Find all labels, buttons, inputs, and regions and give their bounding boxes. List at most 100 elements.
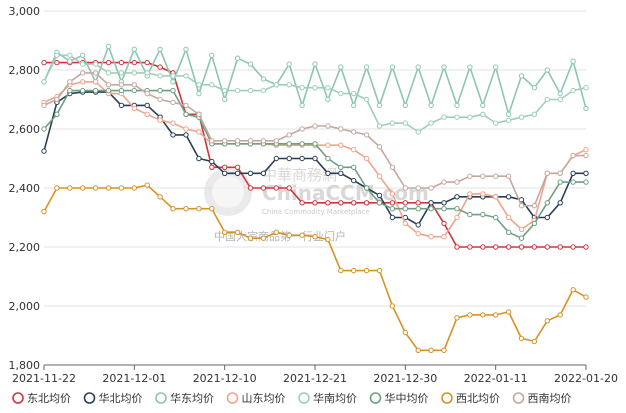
- data-point: [247, 185, 254, 191]
- legend-item[interactable]: 华中均价: [369, 391, 429, 405]
- data-point: [480, 312, 486, 318]
- data-point: [583, 179, 589, 185]
- legend-item[interactable]: 华东均价: [155, 391, 214, 405]
- data-point: [467, 211, 473, 218]
- x-tick-label: 2021-12-30: [373, 372, 437, 385]
- data-point: [338, 200, 344, 206]
- data-point: [54, 96, 60, 103]
- data-point: [557, 90, 563, 97]
- data-point: [363, 185, 370, 191]
- y-tick-label: 2,200: [9, 241, 41, 254]
- data-point: [583, 152, 589, 159]
- data-point: [260, 87, 267, 94]
- data-point: [41, 102, 47, 109]
- legend-item[interactable]: 华北均价: [83, 391, 143, 405]
- data-point: [467, 114, 473, 120]
- data-point: [402, 185, 408, 191]
- data-point: [544, 318, 550, 324]
- legend-label: 西南均价: [528, 392, 572, 405]
- legend-label: 华北均价: [99, 391, 143, 405]
- data-point: [518, 226, 525, 233]
- legend-item[interactable]: 东北均价: [12, 392, 71, 405]
- data-point: [312, 141, 318, 147]
- data-point: [209, 164, 215, 171]
- data-point: [531, 338, 538, 345]
- data-point: [467, 191, 473, 197]
- legend-item[interactable]: 西南均价: [512, 392, 572, 405]
- data-point: [196, 155, 202, 162]
- data-point: [196, 206, 202, 212]
- data-point: [312, 61, 318, 67]
- data-point: [505, 117, 512, 123]
- data-point: [402, 206, 408, 212]
- data-point: [428, 102, 434, 109]
- legend-label: 西北均价: [456, 392, 500, 405]
- data-point: [105, 59, 112, 66]
- data-point: [118, 102, 125, 109]
- data-point: [570, 287, 576, 293]
- data-point: [222, 138, 228, 144]
- data-point: [209, 138, 215, 144]
- data-point: [351, 200, 357, 206]
- data-point: [441, 179, 447, 185]
- data-point: [570, 58, 576, 64]
- series-7: [41, 70, 589, 209]
- data-point: [325, 123, 331, 129]
- data-point: [80, 185, 86, 191]
- data-point: [376, 267, 383, 274]
- data-point: [222, 170, 228, 177]
- data-point: [260, 138, 267, 144]
- data-point: [299, 102, 305, 109]
- data-point: [299, 155, 305, 162]
- legend-label: 东北均价: [27, 392, 71, 405]
- data-point: [467, 64, 473, 70]
- legend-item[interactable]: 西北均价: [441, 392, 500, 405]
- data-point: [183, 73, 189, 79]
- data-point: [105, 70, 112, 76]
- data-point: [80, 79, 86, 85]
- data-point: [338, 90, 344, 97]
- data-point: [493, 120, 499, 126]
- data-point: [557, 312, 563, 318]
- data-point: [196, 90, 202, 97]
- data-point: [531, 111, 538, 118]
- data-point: [286, 132, 292, 138]
- data-point: [557, 96, 563, 103]
- data-point: [222, 96, 228, 103]
- legend-item[interactable]: 华南均价: [298, 391, 357, 405]
- data-point: [80, 87, 86, 94]
- data-point: [131, 87, 138, 94]
- watermark-sub: China Commodity Marketplace: [262, 208, 370, 216]
- data-point: [209, 206, 215, 212]
- data-point: [325, 200, 331, 206]
- legend-item[interactable]: 山东均价: [226, 392, 286, 405]
- data-point: [441, 220, 447, 227]
- data-point: [209, 52, 215, 58]
- data-point: [183, 206, 189, 212]
- data-point: [92, 87, 99, 94]
- series-line: [43, 45, 587, 116]
- data-point: [518, 235, 525, 241]
- data-point: [376, 192, 383, 199]
- data-point: [286, 141, 292, 147]
- data-point: [260, 76, 267, 82]
- data-point: [247, 61, 254, 67]
- data-point: [157, 96, 163, 103]
- data-point: [234, 138, 241, 144]
- data-point: [92, 61, 99, 67]
- x-tick-label: 2022-01-11: [464, 372, 528, 385]
- data-point: [441, 234, 447, 240]
- data-point: [467, 173, 473, 179]
- data-point: [67, 58, 73, 64]
- data-point: [583, 170, 589, 177]
- data-point: [286, 185, 292, 191]
- data-point: [222, 229, 228, 236]
- data-point: [480, 211, 486, 218]
- data-point: [312, 123, 318, 129]
- data-point: [80, 70, 86, 76]
- data-point: [351, 267, 357, 274]
- data-point: [376, 123, 383, 129]
- y-tick-label: 3,000: [9, 5, 41, 18]
- data-point: [544, 244, 550, 250]
- x-tick-label: 2022-01-20: [554, 372, 618, 385]
